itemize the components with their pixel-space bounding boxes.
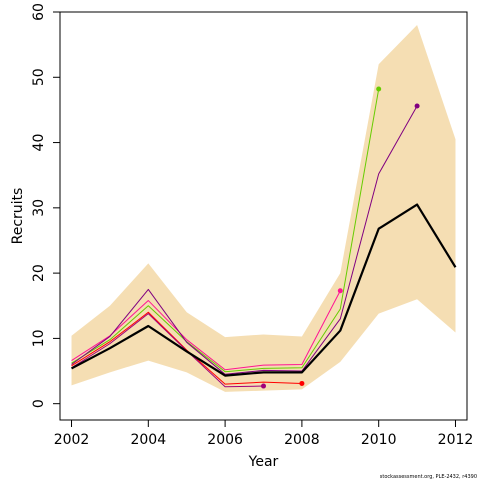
- y-tick-label: 40: [31, 134, 47, 152]
- y-tick-label: 20: [31, 264, 47, 282]
- x-tick-label: 2006: [207, 432, 243, 448]
- x-tick-label: 2004: [130, 432, 166, 448]
- series-line-3: [71, 313, 264, 388]
- confidence-band-layer: [71, 25, 456, 392]
- series-endpoint-5: [376, 86, 382, 92]
- series-endpoint-6: [414, 103, 420, 109]
- y-tick-label: 0: [31, 399, 47, 408]
- y-axis-title: Recruits: [10, 188, 26, 245]
- x-tick-label: 2008: [284, 432, 320, 448]
- y-tick-label: 30: [31, 199, 47, 217]
- series-layer: [71, 86, 457, 389]
- series-line-5: [71, 88, 380, 373]
- x-axis: 2002 2004 2006 2008 2010 2012: [54, 419, 474, 448]
- series-line-4: [71, 290, 341, 371]
- series-endpoint-3: [261, 383, 266, 389]
- y-tick-label: 10: [31, 329, 47, 347]
- series-endpoint-4: [337, 288, 343, 294]
- credit-text: stockassessment.org, PLE-2432, r4390: [380, 474, 477, 480]
- x-axis-title: Year: [248, 454, 279, 470]
- series-line-1: [71, 203, 457, 377]
- series-line-6: [71, 105, 418, 375]
- y-axis: 0 10 20 30 40 50 60: [31, 3, 61, 408]
- y-tick-label: 60: [31, 3, 47, 21]
- series-endpoint-2: [299, 380, 305, 386]
- x-tick-label: 2012: [438, 432, 474, 448]
- y-tick-label: 50: [31, 68, 47, 86]
- x-tick-label: 2010: [361, 432, 397, 448]
- confidence-band: [71, 25, 456, 392]
- x-tick-label: 2002: [54, 432, 90, 448]
